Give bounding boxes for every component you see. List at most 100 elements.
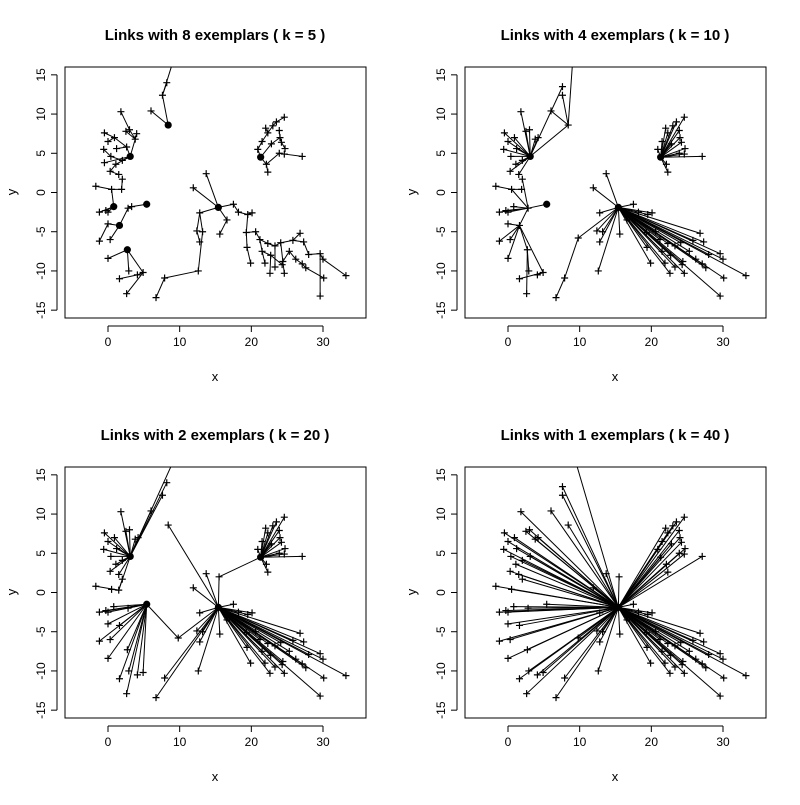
link-line — [618, 606, 701, 634]
data-point — [644, 210, 652, 218]
link-line — [109, 603, 148, 640]
link-line — [504, 532, 619, 608]
data-point — [504, 138, 512, 146]
data-point — [599, 228, 607, 236]
data-point — [264, 239, 272, 247]
data-point — [495, 608, 503, 616]
panel-bottom-left: Links with 2 exemplars ( k = 20 ) x y 0 1… — [4, 427, 367, 784]
data-point — [267, 540, 275, 548]
link-line — [118, 604, 148, 679]
link-line — [499, 207, 529, 213]
data-point — [302, 264, 310, 272]
data-point — [102, 607, 110, 615]
data-point — [656, 636, 664, 644]
data-point — [126, 126, 133, 134]
data-point — [264, 639, 272, 647]
link-line — [617, 576, 620, 608]
data-point — [539, 669, 547, 677]
data-point — [298, 152, 306, 160]
data-point — [316, 692, 324, 700]
link-line — [146, 603, 179, 639]
data-point — [266, 269, 274, 277]
link-line — [260, 521, 277, 558]
link-line — [507, 225, 520, 259]
data-point — [594, 667, 602, 675]
data-point — [700, 638, 708, 646]
data-point — [564, 521, 572, 529]
y-tick-label: 5 — [434, 150, 448, 157]
data-point — [616, 230, 624, 238]
y-tick-label: -10 — [34, 662, 48, 680]
data-point — [500, 145, 508, 153]
data-point — [112, 160, 120, 168]
exemplar-point — [126, 152, 134, 161]
y-tick-label: -10 — [434, 262, 448, 280]
data-point — [305, 250, 313, 258]
data-point — [534, 534, 542, 542]
data-point — [110, 534, 118, 542]
data-point — [107, 552, 115, 560]
link-line — [521, 179, 529, 209]
data-point — [115, 675, 123, 683]
link-line — [617, 516, 685, 608]
data-point — [275, 549, 283, 557]
data-point — [669, 522, 677, 530]
link-line — [618, 606, 747, 677]
data-point — [502, 207, 510, 215]
data-point — [264, 568, 272, 576]
data-point — [320, 274, 328, 282]
link-line — [126, 249, 144, 273]
data-point — [658, 138, 666, 146]
y-tick-label: -15 — [434, 301, 448, 319]
link-line — [114, 537, 131, 557]
link-line — [205, 573, 219, 608]
link-line — [197, 231, 204, 271]
link-line — [618, 206, 721, 255]
exemplar-point — [126, 552, 134, 561]
link-line — [618, 206, 701, 234]
y-tick-label: 10 — [434, 507, 448, 521]
exemplar-point — [543, 200, 551, 208]
data-point — [112, 560, 120, 568]
panel-top-left: Links with 8 exemplars ( k = 5 ) x y 0 10… — [4, 27, 367, 384]
link-line — [546, 603, 619, 608]
data-point — [123, 690, 131, 698]
data-point — [692, 255, 700, 263]
data-point — [92, 182, 100, 190]
link-line — [120, 111, 130, 130]
link-line — [107, 137, 115, 142]
link-line — [522, 559, 619, 608]
data-point — [515, 221, 523, 229]
y-tick-label: 15 — [434, 68, 448, 82]
data-point — [133, 271, 141, 279]
data-point — [278, 661, 286, 669]
link-line — [592, 187, 619, 208]
links-layer — [495, 467, 747, 698]
data-point — [248, 209, 256, 217]
link-line — [322, 258, 347, 277]
data-point — [122, 127, 130, 135]
link-line — [303, 241, 310, 255]
y-tick-label: 5 — [434, 550, 448, 557]
data-point — [234, 208, 242, 216]
data-point — [512, 160, 520, 168]
data-point — [95, 237, 103, 245]
link-line — [161, 95, 169, 126]
data-point — [275, 527, 283, 535]
y-tick-label: 15 — [34, 468, 48, 482]
data-point — [677, 138, 685, 146]
data-point — [126, 526, 133, 534]
data-point — [643, 643, 651, 651]
x-axis-label: x — [212, 369, 219, 384]
data-point — [139, 669, 147, 677]
x-tick-label: 0 — [505, 335, 512, 349]
link-line — [617, 207, 652, 264]
link-line — [99, 603, 148, 642]
data-point — [677, 639, 685, 647]
data-point — [110, 134, 118, 142]
data-point — [275, 149, 283, 157]
data-point — [512, 560, 520, 568]
link-line — [617, 607, 621, 635]
data-point — [100, 545, 108, 553]
